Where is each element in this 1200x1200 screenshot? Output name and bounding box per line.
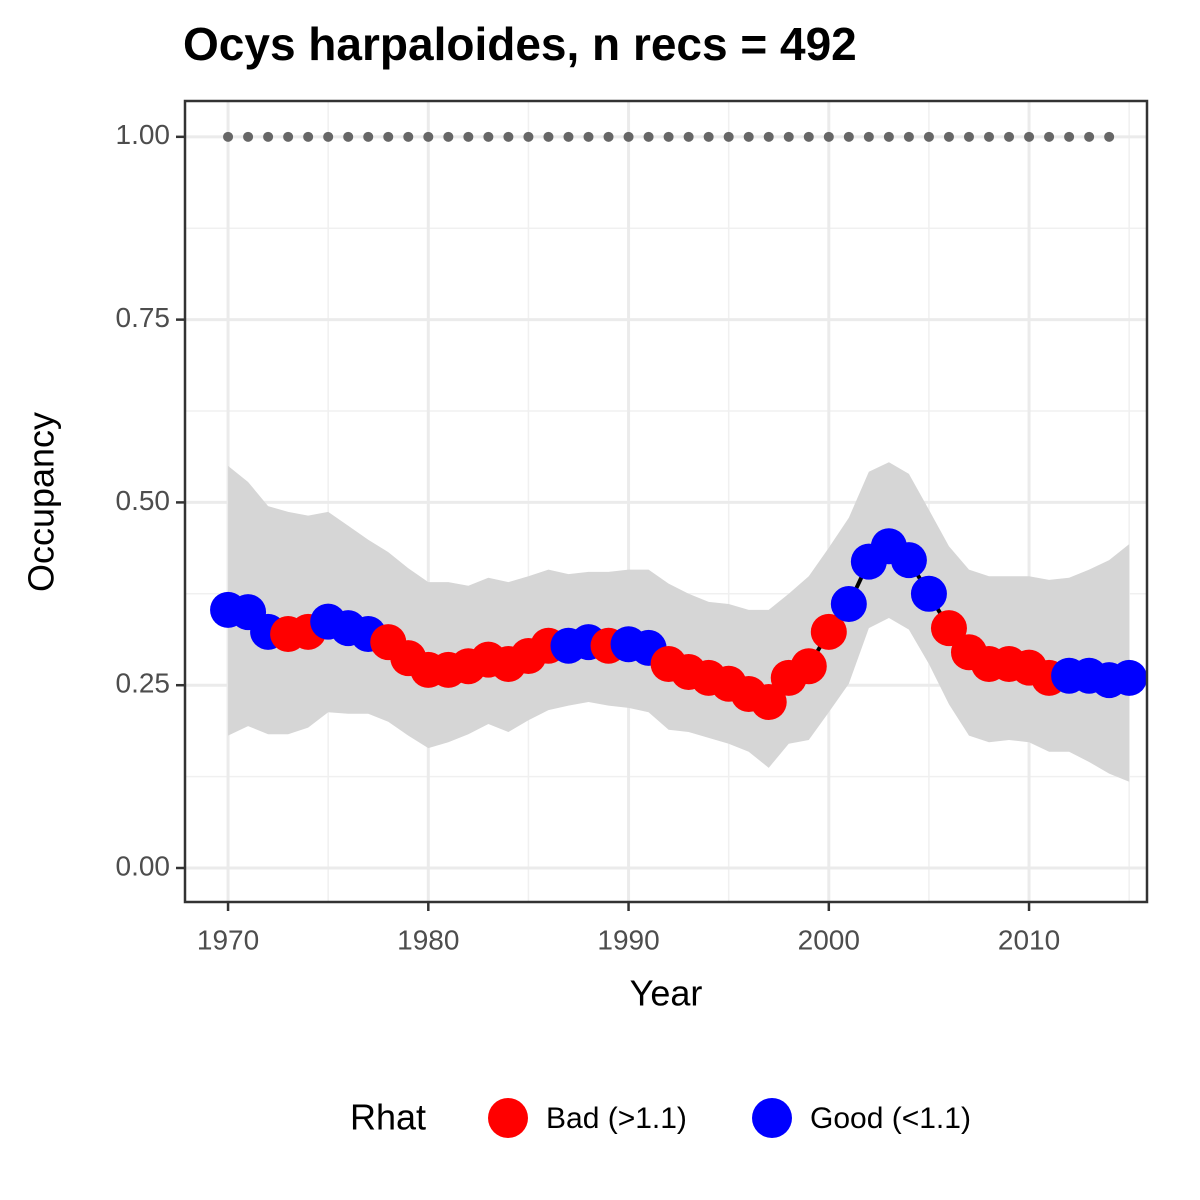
reference-point [943,131,954,142]
y-tick-label: 0.50 [116,485,171,516]
reference-point [923,131,934,142]
reference-point [583,131,594,142]
reference-point [303,131,314,142]
reference-point [383,131,394,142]
reference-point [323,131,334,142]
occupancy-point [750,684,787,721]
x-tick-label: 1970 [197,924,259,955]
reference-point [963,131,974,142]
reference-point [483,131,494,142]
legend-title: Rhat [350,1097,426,1138]
reference-point [863,131,874,142]
x-axis-label: Year [630,973,703,1014]
legend-label: Bad (>1.1) [546,1102,687,1135]
reference-point [703,131,714,142]
reference-point [243,131,254,142]
reference-point [763,131,774,142]
reference-point [263,131,274,142]
reference-point [463,131,474,142]
reference-point [1084,131,1095,142]
x-tick-label: 1980 [397,924,459,955]
reference-point [223,131,234,142]
reference-point [1064,131,1075,142]
reference-point [363,131,374,142]
x-tick-label: 2010 [998,924,1060,955]
reference-point [443,131,454,142]
reference-point [623,131,634,142]
y-tick-label: 0.75 [116,302,171,333]
reference-point [403,131,414,142]
reference-point [503,131,514,142]
reference-point [783,131,794,142]
y-tick-label: 0.25 [116,668,171,699]
reference-point [423,131,434,142]
reference-point [1044,131,1055,142]
legend-swatch [488,1098,528,1138]
occupancy-point [890,542,927,579]
legend-swatch [752,1098,792,1138]
chart-title: Ocys harpaloides, n recs = 492 [183,18,857,70]
reference-point [883,131,894,142]
reference-point [543,131,554,142]
x-tick-label: 1990 [597,924,659,955]
reference-point [723,131,734,142]
reference-point [984,131,995,142]
reference-point [803,131,814,142]
reference-point [743,131,754,142]
occupancy-point [910,575,947,612]
reference-point [663,131,674,142]
legend-label: Good (<1.1) [810,1102,971,1135]
y-tick-label: 0.00 [116,850,171,881]
occupancy-point [930,610,967,647]
y-axis-label: Occupancy [21,412,62,592]
reference-point [843,131,854,142]
reference-point [563,131,574,142]
reference-point [1024,131,1035,142]
occupancy-point [830,586,867,623]
occupancy-point [790,648,827,685]
occupancy-point [1111,659,1148,696]
reference-point [523,131,534,142]
reference-point [283,131,294,142]
reference-point [343,131,354,142]
reference-point [643,131,654,142]
y-tick-label: 1.00 [116,119,171,150]
reference-point [823,131,834,142]
reference-point [1104,131,1115,142]
reference-point [903,131,914,142]
reference-point [1004,131,1015,142]
occupancy-point [810,613,847,650]
x-tick-label: 2000 [798,924,860,955]
reference-point [603,131,614,142]
reference-point [683,131,694,142]
